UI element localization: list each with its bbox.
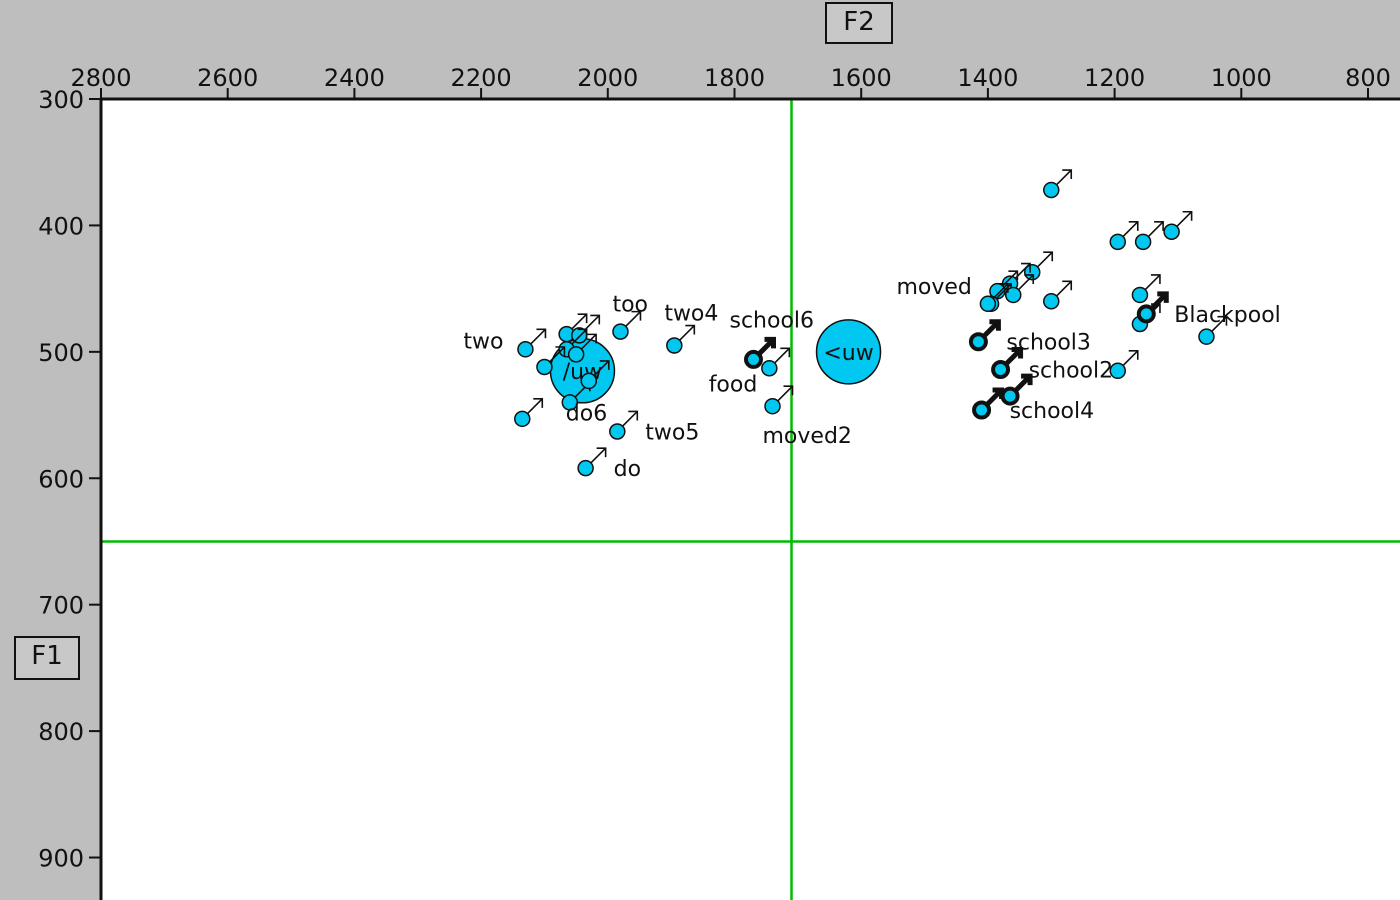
point-label: two5	[645, 420, 699, 445]
point-label: do6	[566, 401, 607, 426]
point-label: school6	[730, 308, 815, 333]
x-tick-label: 2600	[197, 64, 258, 92]
scatter-point[interactable]	[991, 347, 1024, 380]
scatter-point[interactable]	[761, 347, 791, 377]
x-tick-label: 1200	[1084, 64, 1145, 92]
data-points	[514, 169, 1228, 477]
scatter-point[interactable]	[1198, 315, 1228, 345]
point-label: school4	[1010, 399, 1095, 424]
axes	[99, 97, 1400, 900]
scatter-point[interactable]	[1043, 169, 1073, 199]
point-label: school2	[1029, 359, 1114, 384]
point-label: two	[463, 329, 503, 354]
y-tick-label: 800	[38, 718, 84, 746]
y-tick-label: 900	[38, 845, 84, 873]
point-label: too	[612, 293, 648, 318]
x-tick-label: 2000	[577, 64, 638, 92]
scatter-point[interactable]	[1109, 350, 1139, 380]
scatter-point[interactable]	[1163, 210, 1193, 240]
scatter-point[interactable]	[567, 333, 597, 363]
x-tick-label: 800	[1345, 64, 1391, 92]
scatter-point[interactable]	[1004, 274, 1035, 304]
y-tick-label: 500	[38, 339, 84, 367]
point-label: moved	[896, 275, 971, 300]
scatter-point[interactable]	[989, 270, 1019, 300]
crosshair	[101, 99, 1400, 900]
scatter-point[interactable]	[666, 324, 696, 354]
y-tick-label: 600	[38, 465, 84, 493]
mean-markers: /uw<uw	[549, 319, 882, 404]
y-tick-label: 700	[38, 592, 84, 620]
x-tick-label: 2200	[451, 64, 512, 92]
scatter-point[interactable]	[744, 336, 777, 369]
scatter-point[interactable]	[764, 385, 794, 415]
point-label: moved2	[763, 424, 852, 449]
mean-label: <uw	[823, 341, 873, 366]
x-tick-label: 1000	[1211, 64, 1272, 92]
scatter-point[interactable]	[517, 328, 547, 358]
x-axis-label-f2[interactable]: F2	[825, 2, 893, 44]
scatter-point[interactable]	[536, 346, 566, 376]
scatter-point[interactable]	[612, 310, 642, 340]
scatter-point[interactable]	[1131, 274, 1161, 304]
y-axis-ticks: 300 400 500 600 700 800 900	[38, 86, 101, 873]
scatter-point[interactable]	[968, 319, 1001, 352]
x-tick-label: 1600	[831, 64, 892, 92]
point-label: two4	[664, 302, 718, 327]
point-label: do	[614, 457, 641, 482]
scatter-point[interactable]	[577, 447, 607, 477]
x-tick-label: 1400	[957, 64, 1018, 92]
scatter-point[interactable]	[1043, 280, 1073, 310]
scatter-point[interactable]	[1136, 291, 1169, 324]
scatter-point[interactable]	[1134, 221, 1164, 251]
x-tick-label: 1800	[704, 64, 765, 92]
scatter-point[interactable]	[979, 283, 1009, 313]
scatter-point[interactable]	[972, 387, 1005, 420]
y-tick-label: 300	[38, 86, 84, 114]
scatter-point[interactable]	[580, 360, 610, 390]
x-tick-label: 2400	[324, 64, 385, 92]
plot-area[interactable]	[101, 99, 1400, 900]
scatter-point[interactable]	[1023, 251, 1054, 281]
mean-marker[interactable]	[815, 319, 882, 385]
point-label: school3	[1006, 331, 1091, 356]
scatter-point[interactable]	[1109, 221, 1139, 251]
y-axis-label-f1[interactable]: F1	[14, 636, 80, 680]
point-labels: moved Blackpool school3 school2 school4 schoo…	[463, 275, 1280, 482]
scatter-point[interactable]	[1000, 373, 1033, 406]
scatter-point[interactable]	[514, 398, 544, 428]
x-axis-ticks: 2800 2600 2400 2200 2000 1800 1600 1400 1200 1000…	[70, 64, 1391, 99]
y-tick-label: 400	[38, 212, 84, 240]
point-label: Blackpool	[1174, 303, 1281, 328]
point-label: food	[709, 372, 758, 397]
scatter-point[interactable]	[609, 410, 639, 440]
x-tick-label: 2800	[70, 64, 131, 92]
